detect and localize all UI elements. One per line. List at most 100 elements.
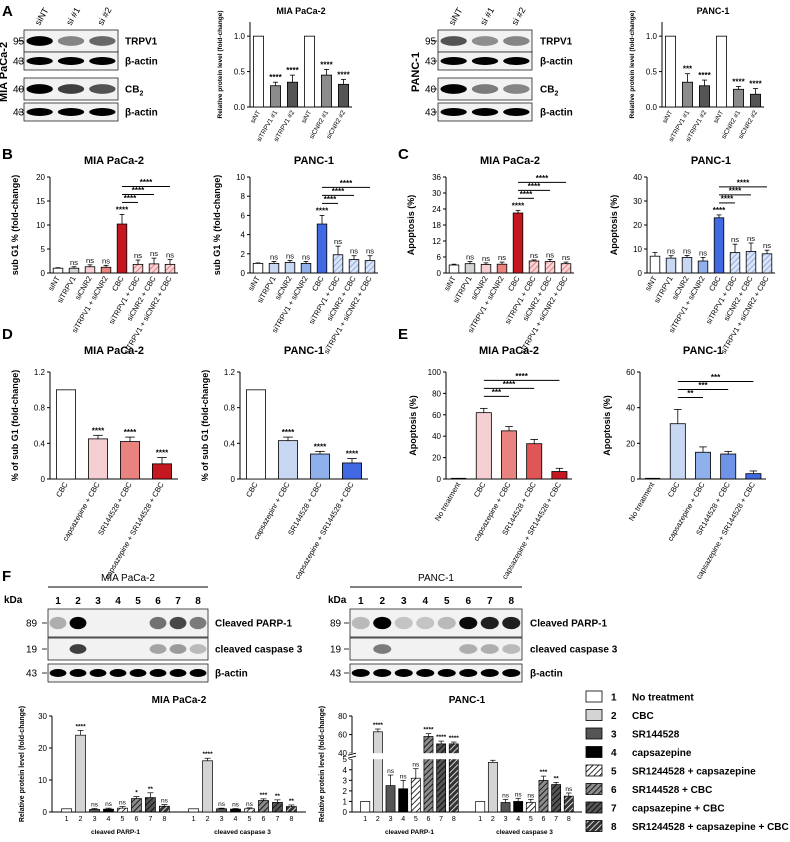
y-axis-label: % of sub G1 (fold-change) — [10, 370, 20, 482]
bar — [697, 260, 709, 274]
significance-label: **** — [346, 449, 359, 458]
kda-marker: 43 — [13, 108, 25, 119]
legend-swatch — [585, 801, 603, 814]
lane-label: 5 — [444, 596, 450, 607]
lane-number: 1 — [478, 816, 482, 823]
significance-label: **** — [423, 727, 434, 734]
bar — [750, 93, 762, 108]
bar — [84, 266, 96, 274]
legend-number: 3 — [611, 730, 617, 741]
blot-band — [169, 644, 187, 654]
y-tick-label: 0 — [43, 808, 48, 817]
chart-title: MIA PaCa-2 — [276, 6, 325, 16]
blot-f-right: PANC-1 kDa 1 2 3 4 5 6 7 8 89 Cleaved PARP-1 19 cleav… — [328, 573, 618, 683]
panel-label-d: D — [2, 326, 13, 343]
y-axis-label: Relative protein level (fold-change) — [319, 706, 326, 822]
x-tick-label: siNT — [442, 274, 458, 292]
chart-title: PANC-1 — [683, 345, 723, 357]
bar — [332, 254, 344, 274]
bracket-label: **** — [528, 182, 541, 191]
bar — [480, 264, 492, 274]
x-tick-label: siNT — [300, 109, 313, 124]
blot-band — [57, 108, 85, 116]
blot-band — [471, 84, 499, 94]
x-tick-label: No treatment — [627, 480, 657, 523]
legend-swatch — [585, 690, 603, 703]
x-tick-label: siNT — [246, 274, 262, 292]
legend-swatch — [585, 783, 603, 795]
bar — [252, 35, 264, 108]
y-tick-label: 6 — [241, 211, 246, 220]
chart-c1: MIA PaCa-2 Apoptosis (%) 0 6 12 18 24 30 36 siNT n… — [406, 155, 574, 356]
blot-row-label: β-actin — [540, 108, 573, 119]
y-axis-label: Apoptosis (%) — [602, 395, 612, 456]
y-tick-label: 40 — [338, 749, 347, 758]
blot-row-label: β-actin — [530, 669, 563, 680]
bar — [120, 441, 141, 480]
lane-number: 3 — [504, 816, 508, 823]
y-tick-label: 40 — [626, 404, 635, 413]
bracket-label: *** — [711, 373, 721, 382]
bar — [131, 798, 142, 813]
bar — [245, 389, 266, 480]
lane-number: 2 — [79, 816, 83, 823]
blot-band — [26, 36, 53, 46]
bar — [681, 256, 693, 274]
y-tick-label: 0 — [41, 475, 46, 484]
y-tick-label: 0.5 — [234, 68, 246, 77]
bar — [272, 802, 283, 813]
y-tick-label: 0.5 — [646, 68, 658, 77]
y-tick-label: 4 — [241, 231, 246, 240]
blot-band — [471, 108, 499, 116]
y-tick-label: 30 — [38, 712, 47, 721]
blot-band — [440, 108, 467, 116]
significance-label: ** — [554, 775, 560, 782]
kda-marker: 89 — [26, 619, 38, 630]
bar — [733, 88, 745, 108]
blot-row-label: β-actin — [215, 669, 248, 680]
x-tick-label: capsazepine + SR144528 + CBC — [293, 480, 356, 581]
bar — [464, 263, 476, 274]
legend-label: SR1244528 + capsazepine — [632, 767, 756, 778]
blot-band — [394, 616, 413, 630]
bar — [100, 266, 112, 274]
chart-title: MIA PaCa-2 — [84, 155, 144, 167]
blot-band — [129, 669, 147, 677]
bracket-label: **** — [340, 179, 353, 188]
y-axis-label: Apoptosis (%) — [406, 195, 416, 256]
significance-label: ns — [502, 792, 510, 799]
blot-band — [503, 108, 530, 116]
x-tick-label: No treatment — [433, 480, 463, 523]
chart-title: MIA PaCa-2 — [480, 155, 540, 167]
y-tick-label: 0.4 — [34, 439, 46, 448]
blot-band — [440, 57, 467, 65]
bracket-label: **** — [520, 190, 533, 199]
y-axis-label: sub G1 % (fold-change) — [212, 175, 222, 276]
significance-label: *** — [260, 792, 268, 799]
chart-a1: MIA PaCa-2 Relative protein level (fold-c… — [217, 6, 352, 143]
lane-number: 7 — [148, 816, 152, 823]
lane-number: 6 — [135, 816, 139, 823]
lane-number: 3 — [220, 816, 224, 823]
y-tick-label: 0 — [343, 808, 348, 817]
significance-label: **** — [698, 71, 711, 80]
bar — [89, 809, 100, 813]
legend-label: SR1244528 + capsazepine + CBC — [632, 822, 789, 833]
significance-label: **** — [156, 449, 169, 458]
bar — [88, 438, 109, 480]
kda-marker: 43 — [425, 57, 437, 68]
blot-band — [503, 36, 530, 46]
significance-label: ns — [400, 773, 408, 780]
chart-e1: MIA PaCa-2 Apoptosis (%) 0 20 40 60 80 100 No tr… — [408, 345, 572, 581]
significance-label: ns — [731, 235, 739, 244]
bar — [348, 259, 360, 274]
significance-label: **** — [314, 442, 327, 451]
kda-marker: 95 — [13, 37, 25, 48]
significance-label: ns — [134, 251, 142, 260]
significance-label: **** — [512, 201, 525, 210]
significance-label: ns — [86, 256, 94, 265]
significance-label: **** — [282, 428, 295, 437]
lane-number: 1 — [192, 816, 196, 823]
bar — [300, 262, 312, 274]
y-axis-label: sub G1 % (fold-change) — [10, 175, 20, 276]
